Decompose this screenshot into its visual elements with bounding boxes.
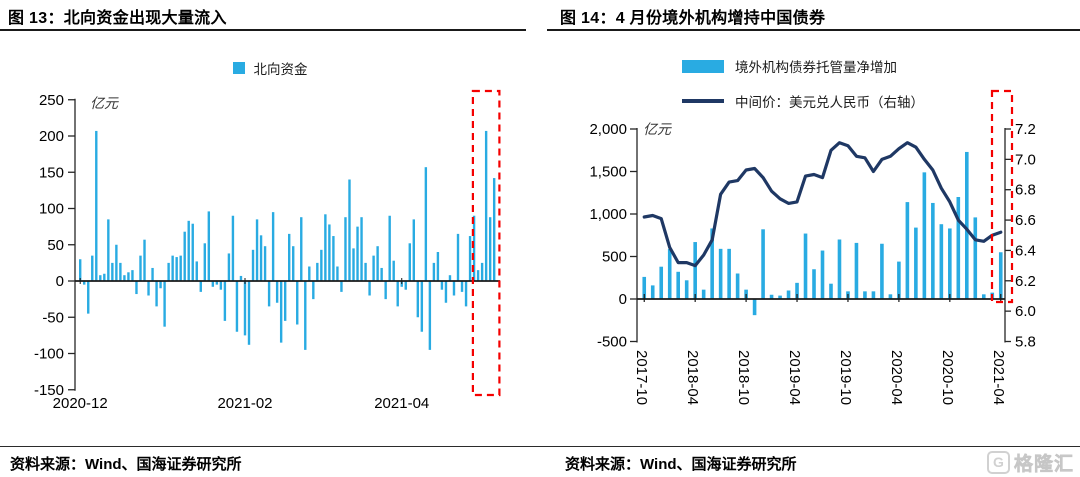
svg-text:-100: -100	[34, 346, 64, 363]
svg-text:2020-12: 2020-12	[53, 395, 108, 412]
bottom-divider	[0, 446, 1080, 447]
svg-text:2019-10: 2019-10	[837, 350, 854, 405]
svg-text:6.6: 6.6	[1015, 212, 1036, 229]
fx-series-label: 中间价：美元兑人民币（右轴）	[735, 95, 924, 110]
april-custody-highlight-box	[990, 89, 1014, 304]
svg-text:50: 50	[47, 237, 64, 254]
gelonghui-watermark-text: 格隆汇	[1013, 454, 1074, 476]
usdcny-midrate-line	[642, 141, 1003, 268]
custody-bars	[642, 151, 1003, 316]
svg-text:500: 500	[602, 249, 627, 266]
left-x-axis-labels: 2020-12 2021-02 2021-04	[53, 278, 429, 412]
svg-text:7.2: 7.2	[1015, 121, 1036, 138]
svg-text:-500: -500	[597, 334, 627, 351]
custody-left-axis	[630, 128, 638, 343]
figure-13-panel: 图 13：北向资金出现大量流入 北向资金 250 200 150 100 50 0 -50 -…	[0, 10, 540, 412]
svg-text:200: 200	[39, 128, 64, 145]
northbound-plot: 250 200 150 100 50 0 -50 -100 -150 亿元 2020-12 2021-…	[34, 89, 501, 412]
svg-text:2018-04: 2018-04	[684, 350, 701, 405]
svg-text:6.2: 6.2	[1015, 273, 1036, 290]
svg-text:2021-04: 2021-04	[990, 350, 1007, 405]
legend-row-custody: 境外机构债券托管量净增加	[682, 56, 924, 76]
svg-text:100: 100	[39, 201, 64, 218]
custody-series-swatch	[682, 59, 724, 73]
svg-text:1,000: 1,000	[589, 206, 627, 223]
custody-series-label: 境外机构债券托管量净增加	[735, 60, 897, 75]
svg-text:2021-02: 2021-02	[217, 395, 272, 412]
fx-right-axis	[1004, 128, 1011, 343]
custody-left-axis-labels: 2,000 1,500 1,000 500 0 -500	[589, 121, 627, 351]
svg-text:2018-10: 2018-10	[735, 350, 752, 405]
legend-row-fx: 中间价：美元兑人民币（右轴）	[682, 91, 924, 111]
svg-text:2020-04: 2020-04	[888, 350, 905, 405]
left-unit-label: 亿元	[90, 95, 119, 111]
svg-text:-50: -50	[42, 309, 64, 326]
right-chart-unit-label: 亿元	[643, 121, 672, 137]
custody-fx-plot: 2,000 1,500 1,000 500 0 -500 亿元 7.2 7.0 6.8 6.6 6.4…	[589, 89, 1036, 405]
svg-text:0: 0	[619, 291, 627, 308]
svg-text:2019-04: 2019-04	[786, 350, 803, 405]
gelonghui-watermark: G 格隆汇	[986, 449, 1074, 476]
fx-right-axis-labels: 7.2 7.0 6.8 6.6 6.4 6.2 6.0 5.8	[1015, 121, 1036, 351]
northbound-bars	[79, 130, 496, 350]
svg-text:250: 250	[39, 92, 64, 109]
gelonghui-logo-icon: G	[986, 451, 1010, 474]
figure-14-title: 图 14：4 月份境外机构增持中国债券	[560, 10, 826, 27]
figure-14-legend: 境外机构债券托管量净增加 中间价：美元兑人民币（右轴）	[682, 56, 924, 111]
left-y-axis-labels: 250 200 150 100 50 0 -50 -100 -150	[34, 92, 64, 399]
svg-text:-150: -150	[34, 382, 64, 399]
northbound-series-swatch	[232, 62, 245, 74]
fx-series-swatch	[682, 99, 724, 103]
figure-13-legend: 北向资金	[0, 58, 540, 78]
right-x-axis-labels: 2017-10 2018-04 2018-10 2019-04 2019-10 2020-…	[633, 294, 1007, 405]
svg-text:0: 0	[56, 273, 64, 290]
svg-text:2020-10: 2020-10	[939, 350, 956, 405]
left-y-axis	[68, 98, 76, 391]
figure-14-source: 资料来源：Wind、国海证券研究所	[565, 456, 797, 473]
figure-14-panel: 图 14：4 月份境外机构增持中国债券 境外机构债券托管量净增加 中间价：美元兑…	[540, 0, 1080, 477]
svg-text:150: 150	[39, 164, 64, 181]
northbound-series-label: 北向资金	[253, 62, 308, 77]
svg-text:6.4: 6.4	[1015, 242, 1036, 259]
svg-text:2017-10: 2017-10	[633, 350, 650, 405]
northbound-flow-chart: 250 200 150 100 50 0 -50 -100 -150 亿元 2020-12 2021-…	[34, 89, 501, 412]
figure-14-title-rule	[547, 29, 1080, 31]
svg-text:5.8: 5.8	[1015, 334, 1036, 351]
recent-inflow-highlight-box	[471, 89, 501, 397]
svg-text:7.0: 7.0	[1015, 151, 1036, 168]
svg-text:6.0: 6.0	[1015, 303, 1036, 320]
svg-text:1,500: 1,500	[589, 164, 627, 181]
svg-text:6.8: 6.8	[1015, 182, 1036, 199]
bond-custody-fx-chart: 2,000 1,500 1,000 500 0 -500 亿元 7.2 7.0 6.8 6.6 6.4…	[589, 89, 1036, 405]
figure-13-source: 资料来源：Wind、国海证券研究所	[10, 456, 242, 473]
svg-text:2,000: 2,000	[589, 121, 627, 138]
svg-text:2021-04: 2021-04	[374, 395, 429, 412]
figure-13-title-rule	[0, 29, 526, 31]
figure-13-title: 图 13：北向资金出现大量流入	[8, 10, 227, 27]
